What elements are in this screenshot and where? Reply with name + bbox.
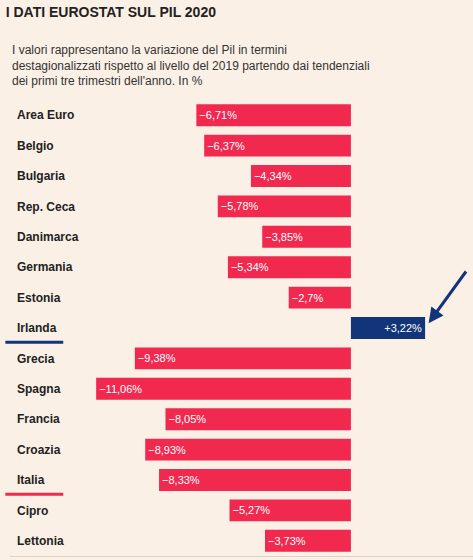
svg-text:Italia: Italia [17, 473, 45, 487]
svg-text:Irlanda: Irlanda [17, 321, 57, 335]
svg-text:−9,38%: −9,38% [138, 352, 176, 364]
svg-text:Cipro: Cipro [17, 504, 48, 518]
svg-text:−8,05%: −8,05% [168, 413, 206, 425]
svg-text:Bulgaria: Bulgaria [17, 169, 65, 183]
svg-text:Rep. Ceca: Rep. Ceca [17, 200, 75, 214]
svg-text:Belgio: Belgio [17, 139, 54, 153]
svg-text:−5,34%: −5,34% [231, 261, 269, 273]
svg-text:Croazia: Croazia [17, 443, 61, 457]
svg-text:Francia: Francia [17, 412, 60, 426]
svg-text:−11,06%: −11,06% [99, 383, 142, 395]
svg-text:Area Euro: Area Euro [17, 108, 74, 122]
svg-text:−6,71%: −6,71% [199, 109, 237, 121]
svg-text:−3,85%: −3,85% [265, 231, 303, 243]
svg-text:Lettonia: Lettonia [17, 534, 64, 548]
svg-text:+3,22%: +3,22% [384, 322, 422, 334]
svg-text:−6,37%: −6,37% [207, 140, 245, 152]
svg-text:−8,93%: −8,93% [148, 444, 186, 456]
svg-text:−4,34%: −4,34% [254, 170, 292, 182]
svg-text:−5,27%: −5,27% [233, 504, 271, 516]
svg-text:Germania: Germania [17, 260, 73, 274]
svg-text:I DATI EUROSTAT SUL PIL 2020: I DATI EUROSTAT SUL PIL 2020 [6, 4, 217, 20]
svg-text:Danimarca: Danimarca [17, 230, 79, 244]
svg-text:−8,33%: −8,33% [162, 474, 200, 486]
svg-text:Grecia: Grecia [17, 352, 55, 366]
svg-text:−3,73%: −3,73% [268, 535, 306, 547]
svg-text:−2,7%: −2,7% [292, 292, 324, 304]
svg-text:Estonia: Estonia [17, 291, 61, 305]
svg-text:Spagna: Spagna [17, 382, 61, 396]
svg-text:−5,78%: −5,78% [221, 200, 259, 212]
svg-text:I valori rappresentano la vari: I valori rappresentano la variazione del… [12, 43, 370, 88]
